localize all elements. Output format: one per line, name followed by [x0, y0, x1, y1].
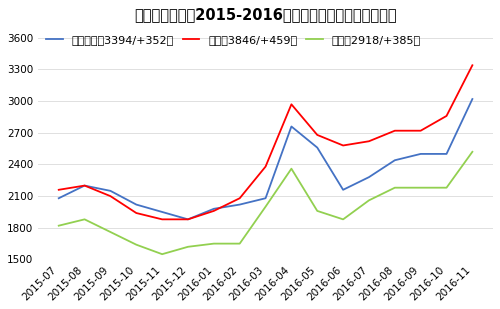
钉坻〖2918/+385〗 — [56, 224, 62, 227]
钉坻〖2918/+385〗 — [159, 252, 165, 256]
三级色纹〖3394/+352〗 — [236, 203, 242, 206]
三级色纹〖3394/+352〗 — [185, 218, 191, 221]
Line: 热卷〖3846/+459〗: 热卷〖3846/+459〗 — [58, 65, 472, 219]
三级色纹〖3394/+352〗 — [108, 189, 114, 193]
三级色纹〖3394/+352〗 — [288, 125, 294, 128]
钉坻〖2918/+385〗 — [236, 242, 242, 245]
钉坻〖2918/+385〗 — [340, 218, 346, 221]
钉坻〖2918/+385〗 — [262, 205, 268, 209]
热卷〖3846/+459〗 — [288, 103, 294, 106]
Title: 《自由钉鐵网》2015-2016年度全国钉材月度均价走势图: 《自由钉鐵网》2015-2016年度全国钉材月度均价走势图 — [134, 7, 397, 22]
三级色纹〖3394/+352〗 — [262, 197, 268, 200]
钉坻〖2918/+385〗 — [108, 230, 114, 234]
三级色纹〖3394/+352〗 — [134, 203, 140, 206]
三级色纹〖3394/+352〗 — [366, 175, 372, 179]
热卷〖3846/+459〗 — [185, 218, 191, 221]
热卷〖3846/+459〗 — [340, 144, 346, 147]
钉坻〖2918/+385〗 — [211, 242, 217, 245]
三级色纹〖3394/+352〗 — [82, 184, 87, 188]
热卷〖3846/+459〗 — [444, 114, 450, 118]
热卷〖3846/+459〗 — [392, 129, 398, 133]
热卷〖3846/+459〗 — [418, 129, 424, 133]
热卷〖3846/+459〗 — [236, 197, 242, 200]
钉坻〖2918/+385〗 — [288, 167, 294, 171]
热卷〖3846/+459〗 — [159, 218, 165, 221]
热卷〖3846/+459〗 — [82, 184, 87, 188]
热卷〖3846/+459〗 — [108, 194, 114, 198]
三级色纹〖3394/+352〗 — [314, 146, 320, 150]
热卷〖3846/+459〗 — [262, 165, 268, 168]
钉坻〖2918/+385〗 — [418, 186, 424, 189]
钉坻〖2918/+385〗 — [82, 218, 87, 221]
钉坻〖2918/+385〗 — [392, 186, 398, 189]
三级色纹〖3394/+352〗 — [444, 152, 450, 156]
热卷〖3846/+459〗 — [56, 188, 62, 192]
钉坻〖2918/+385〗 — [314, 209, 320, 213]
三级色纹〖3394/+352〗 — [392, 159, 398, 162]
Line: 钉坻〖2918/+385〗: 钉坻〖2918/+385〗 — [58, 152, 472, 254]
钉坻〖2918/+385〗 — [134, 243, 140, 247]
钉坻〖2918/+385〗 — [470, 150, 476, 154]
三级色纹〖3394/+352〗 — [418, 152, 424, 156]
Legend: 三级色纹〖3394/+352〗, 热卷〖3846/+459〗, 钉坻〖2918/+385〗: 三级色纹〖3394/+352〗, 热卷〖3846/+459〗, 钉坻〖2918/… — [44, 33, 423, 47]
三级色纹〖3394/+352〗 — [56, 197, 62, 200]
三级色纹〖3394/+352〗 — [340, 188, 346, 192]
钉坻〖2918/+385〗 — [444, 186, 450, 189]
三级色纹〖3394/+352〗 — [470, 97, 476, 101]
热卷〖3846/+459〗 — [134, 211, 140, 215]
钉坻〖2918/+385〗 — [185, 245, 191, 249]
三级色纹〖3394/+352〗 — [159, 210, 165, 214]
热卷〖3846/+459〗 — [211, 209, 217, 213]
Line: 三级色纹〖3394/+352〗: 三级色纹〖3394/+352〗 — [58, 99, 472, 219]
热卷〖3846/+459〗 — [470, 63, 476, 67]
热卷〖3846/+459〗 — [366, 139, 372, 143]
三级色纹〖3394/+352〗 — [211, 207, 217, 211]
热卷〖3846/+459〗 — [314, 133, 320, 137]
钉坻〖2918/+385〗 — [366, 198, 372, 202]
